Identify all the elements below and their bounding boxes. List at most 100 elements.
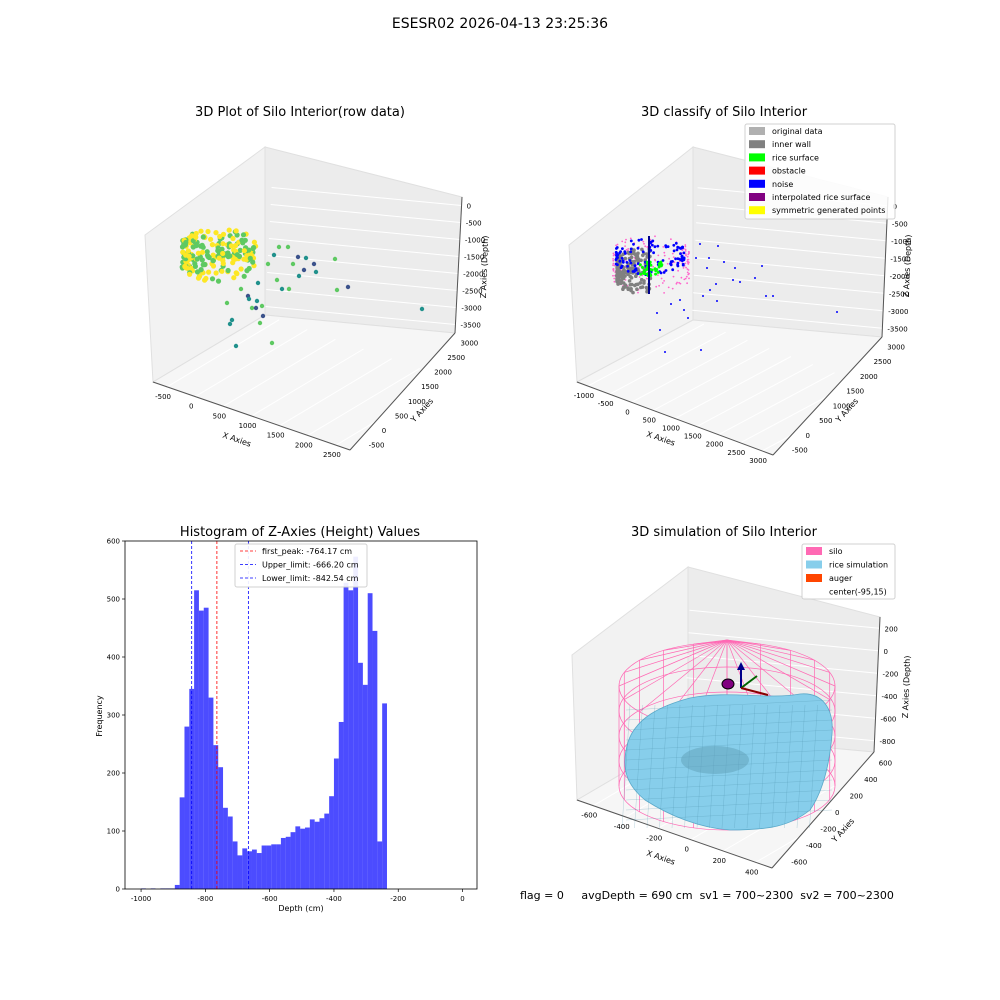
- histogram-bar: [295, 826, 301, 889]
- histogram-bar: [198, 610, 204, 889]
- histogram-bar: [309, 819, 315, 889]
- scatter-point: [695, 257, 697, 259]
- scatter-point: [637, 291, 639, 294]
- raw-z-axis-label: Z Axies (Depth): [479, 235, 490, 298]
- scatter-point: [612, 264, 614, 266]
- scatter-point: [684, 248, 687, 251]
- scatter-point: [654, 259, 657, 262]
- scatter-point: [194, 256, 200, 262]
- y-tick-label: -500: [369, 442, 385, 450]
- mesh-line: [625, 739, 833, 751]
- scatter-point: [669, 260, 673, 264]
- scatter-point: [265, 261, 271, 267]
- grid-line: [251, 348, 364, 417]
- scatter-point: [614, 250, 618, 254]
- mesh-line: [625, 779, 833, 791]
- scatter-point: [649, 249, 653, 252]
- scatter-point: [246, 296, 252, 302]
- legend-swatch: [806, 547, 822, 555]
- scatter-point: [674, 241, 678, 245]
- x-tick-label: 2000: [295, 441, 313, 449]
- status-avg-depth: avgDepth = 690 cm: [581, 889, 693, 902]
- y-tick-label: 500: [107, 596, 120, 604]
- scatter-point: [612, 268, 615, 270]
- scatter-point: [739, 281, 741, 283]
- scatter-point: [279, 286, 285, 292]
- histogram-bar: [329, 796, 334, 889]
- scatter-point: [193, 230, 199, 237]
- scatter-point: [623, 252, 627, 255]
- scatter-point: [626, 286, 630, 290]
- scatter-point: [679, 299, 681, 301]
- scatter-point: [617, 278, 621, 282]
- histogram-bar: [232, 841, 238, 889]
- scatter-point: [675, 248, 679, 252]
- status-line: flag = 0 avgDepth = 690 cm sv1 = 700~230…: [520, 889, 894, 902]
- scatter-point: [233, 343, 239, 349]
- scatter-point: [732, 279, 734, 281]
- x-tick-label: 2500: [727, 449, 745, 457]
- mesh-line: [621, 704, 631, 829]
- scatter-point: [634, 268, 638, 272]
- scatter-point: [271, 252, 277, 258]
- z-tick-label: -3500: [887, 325, 907, 333]
- classify-z-axis-label: Z Axies (Depth): [902, 234, 913, 297]
- legend-label: silo: [829, 547, 843, 556]
- histogram-bar: [319, 818, 325, 889]
- x-tick-label: -400: [614, 823, 630, 831]
- silo-roof-line: [624, 639, 728, 673]
- y-tick-label: 0: [835, 809, 839, 817]
- scatter-point: [699, 243, 701, 245]
- scatter-point: [632, 251, 636, 256]
- legend-label: auger: [829, 574, 853, 583]
- x-tick-label: 400: [745, 868, 758, 876]
- scatter-point: [627, 279, 632, 283]
- scatter-point: [198, 228, 204, 234]
- y-tick-label: 2000: [860, 373, 878, 381]
- scatter-point: [761, 265, 763, 267]
- scatter-point: [684, 277, 687, 280]
- scatter-point: [646, 245, 649, 248]
- mesh-line: [796, 704, 806, 829]
- scatter-point: [663, 251, 666, 254]
- scatter-point: [249, 305, 255, 311]
- mesh-line: [771, 704, 781, 829]
- histogram-bar: [372, 630, 378, 889]
- scatter-point: [613, 277, 616, 280]
- scatter-point: [654, 235, 656, 238]
- z-tick-label: 200: [885, 625, 898, 633]
- legend-label: symmetric generated points: [772, 206, 885, 215]
- scatter-point: [678, 281, 680, 284]
- scatter-point: [612, 259, 615, 262]
- raw-scatter-points: [179, 227, 425, 349]
- simulation-x-ticks: -600 -400 -200 0 200 400: [581, 812, 758, 877]
- x-tick-label: -600: [581, 812, 597, 820]
- legend-label: inner wall: [772, 140, 811, 149]
- scatter-point: [642, 279, 646, 283]
- scatter-point: [623, 256, 628, 261]
- scatter-point: [723, 261, 725, 263]
- scatter-point: [629, 250, 633, 254]
- scatter-point: [625, 261, 629, 264]
- simulation-plot-title: 3D simulation of Silo Interior: [631, 525, 818, 540]
- mesh-line: [634, 704, 643, 829]
- scatter-point: [187, 271, 193, 277]
- scatter-point: [643, 269, 647, 272]
- scatter-point: [621, 281, 626, 285]
- status-flag: flag = 0: [520, 889, 564, 902]
- scatter-point: [192, 261, 198, 267]
- scatter-point: [199, 249, 206, 255]
- grid-line: [687, 654, 878, 674]
- z-tick-label: -1500: [464, 254, 484, 262]
- scatter-point: [680, 276, 683, 279]
- scatter-point: [199, 242, 205, 248]
- scatter-point: [225, 267, 231, 274]
- histogram-bar: [213, 745, 219, 889]
- y-tick-label: 200: [850, 792, 863, 800]
- grid-line: [269, 221, 460, 240]
- legend-label: noise: [772, 180, 793, 189]
- scatter-point: [194, 269, 201, 275]
- scatter-point: [640, 247, 644, 252]
